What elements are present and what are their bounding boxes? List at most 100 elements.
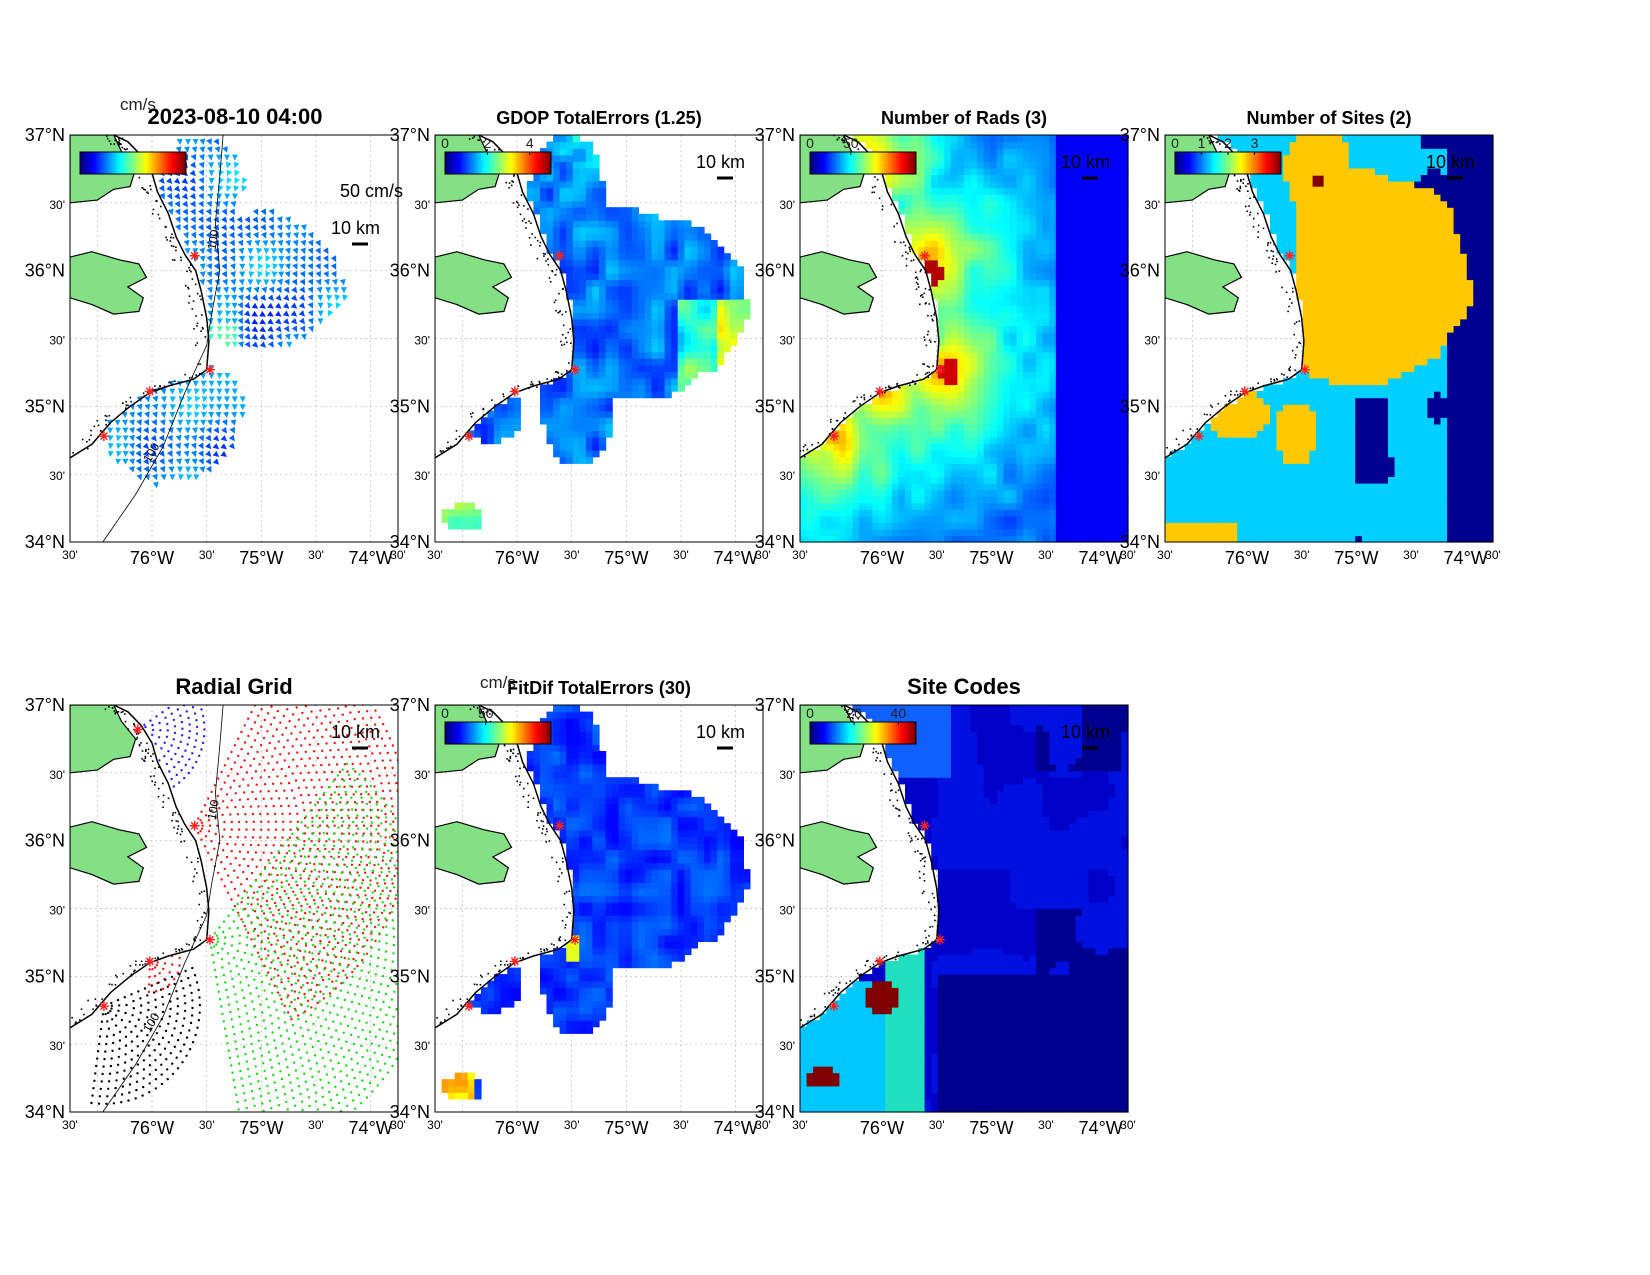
lat-tick-label: 30' xyxy=(1144,334,1160,348)
current-vector xyxy=(230,419,237,426)
current-vector xyxy=(190,442,197,450)
current-vector xyxy=(206,255,213,262)
current-vector xyxy=(206,263,213,270)
current-vector xyxy=(151,465,157,473)
current-vector xyxy=(242,177,248,184)
colorbar-tick-label: 1 xyxy=(1198,135,1206,151)
current-vector xyxy=(231,310,238,317)
current-vector xyxy=(176,427,183,434)
current-vector xyxy=(129,450,135,457)
current-vector xyxy=(190,216,196,223)
current-vector xyxy=(198,434,204,442)
current-vector xyxy=(224,193,231,200)
current-vector xyxy=(159,192,165,200)
rads-field xyxy=(800,135,1129,543)
current-vector xyxy=(307,302,314,309)
site-marker xyxy=(1284,250,1295,261)
current-vector xyxy=(115,435,122,442)
current-vector xyxy=(129,427,135,434)
current-vector xyxy=(244,294,251,301)
current-vector xyxy=(262,240,269,247)
site-marker xyxy=(554,250,565,261)
colorbar-tick-label: 0 xyxy=(806,705,814,721)
current-vector xyxy=(331,278,338,286)
colorbar: 0 20 40 xyxy=(806,705,917,745)
current-vector xyxy=(152,411,158,418)
lat-tick-label: 35°N xyxy=(1120,396,1160,416)
current-vector xyxy=(142,442,149,450)
scale-bar-label: 10 km xyxy=(331,218,380,238)
lon-tick-label: 30' xyxy=(1294,548,1310,562)
current-vector xyxy=(175,224,181,231)
lat-tick-label: 36°N xyxy=(390,261,430,281)
current-vector xyxy=(135,434,142,442)
current-vector xyxy=(334,294,341,301)
current-vector xyxy=(317,310,324,317)
current-vector xyxy=(150,434,157,442)
lat-tick-label: 30' xyxy=(49,198,65,212)
current-vector xyxy=(276,216,283,223)
scale-bar: 10 km xyxy=(696,152,745,180)
current-vector xyxy=(342,294,349,301)
current-vector xyxy=(307,239,314,247)
current-vector xyxy=(208,396,215,403)
current-vector xyxy=(198,231,204,239)
current-vector xyxy=(228,442,235,450)
current-vector xyxy=(283,294,290,301)
lat-tick-label: 35°N xyxy=(25,966,65,986)
lat-tick-label: 34°N xyxy=(390,1102,430,1122)
current-vector xyxy=(184,458,191,465)
current-vector xyxy=(225,333,232,340)
lat-tick-label: 35°N xyxy=(390,966,430,986)
scale-bar: 10 km xyxy=(1426,152,1475,180)
current-vector xyxy=(265,270,271,278)
site-marker xyxy=(132,724,143,735)
current-vector xyxy=(159,458,165,465)
current-vector xyxy=(231,411,238,418)
current-vector xyxy=(251,318,259,325)
current-vector xyxy=(201,411,208,418)
lat-tick-label: 36°N xyxy=(755,831,795,851)
current-vector xyxy=(199,278,206,286)
site-marker xyxy=(874,956,885,967)
current-vector xyxy=(205,450,212,457)
site-marker xyxy=(1239,386,1250,397)
current-vector xyxy=(232,154,238,161)
current-vector xyxy=(230,286,237,294)
current-vector xyxy=(143,419,149,426)
current-vector xyxy=(213,263,220,270)
colorbar-tick-label: 4 xyxy=(526,135,534,151)
scale-bar-label: 10 km xyxy=(1061,152,1110,172)
current-vector xyxy=(198,442,204,450)
current-vector xyxy=(244,224,251,231)
site-marker xyxy=(919,250,930,261)
current-vector xyxy=(206,278,213,286)
current-vector xyxy=(237,231,243,239)
current-vector xyxy=(174,208,181,216)
current-vector xyxy=(214,146,221,153)
lon-tick-label: 75°W xyxy=(239,548,283,568)
current-vector xyxy=(135,450,142,457)
current-vector xyxy=(183,231,189,239)
current-vector xyxy=(277,278,283,286)
current-vector xyxy=(254,240,261,247)
current-vector xyxy=(307,294,314,301)
site-marker xyxy=(934,934,945,945)
current-vector xyxy=(189,193,196,200)
lon-tick-label: 30' xyxy=(1403,548,1419,562)
current-vector xyxy=(299,263,306,270)
current-vector xyxy=(181,177,188,184)
current-vector xyxy=(231,334,238,340)
current-vector xyxy=(259,302,266,309)
current-vector xyxy=(122,435,129,442)
current-vector xyxy=(278,263,285,270)
current-vector xyxy=(259,333,266,340)
current-vector xyxy=(231,404,238,411)
current-vector xyxy=(232,193,238,200)
scale-bar-label: 10 km xyxy=(331,722,380,742)
current-vector xyxy=(291,278,298,286)
lon-tick-label: 74°W xyxy=(349,548,393,568)
current-vector xyxy=(323,263,329,270)
current-vector xyxy=(206,465,212,473)
current-vector xyxy=(216,294,222,301)
